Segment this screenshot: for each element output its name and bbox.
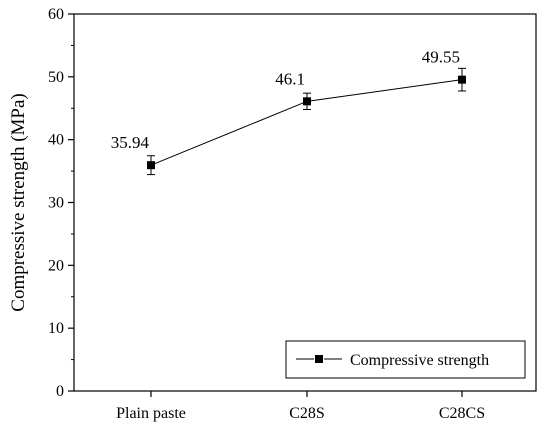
data-label: 49.55: [422, 48, 460, 67]
y-tick-label: 30: [48, 195, 64, 212]
plot-area: 35.94 46.1 49.55: [111, 48, 466, 176]
axes: [73, 13, 537, 392]
y-tick-label: 0: [56, 383, 64, 400]
y-tick-label: 20: [48, 257, 64, 274]
series-line: [150, 79, 463, 166]
data-point: [147, 161, 155, 170]
x-tick-label: C28CS: [439, 405, 485, 422]
x-axis-ticks: Plain paste C28S C28CS: [116, 391, 485, 422]
y-axis-ticks: 0 10 20 30 40 50 60: [48, 6, 74, 400]
y-axis-title: Compressive strength (MPa): [8, 93, 29, 311]
legend-label: Compressive strength: [350, 352, 489, 369]
data-point: [303, 97, 311, 106]
plot-frame: [73, 13, 537, 392]
legend-marker: [315, 355, 323, 363]
x-tick-label: Plain paste: [116, 405, 186, 422]
y-tick-label: 50: [48, 69, 64, 86]
y-tick-label: 10: [48, 320, 64, 337]
y-tick-label: 40: [48, 132, 64, 149]
x-tick-label: C28S: [289, 405, 325, 422]
y-tick-label: 60: [48, 6, 64, 23]
data-point: [458, 75, 466, 84]
data-label: 46.1: [275, 69, 305, 88]
data-label: 35.94: [111, 133, 150, 152]
legend: Compressive strength: [285, 340, 526, 379]
